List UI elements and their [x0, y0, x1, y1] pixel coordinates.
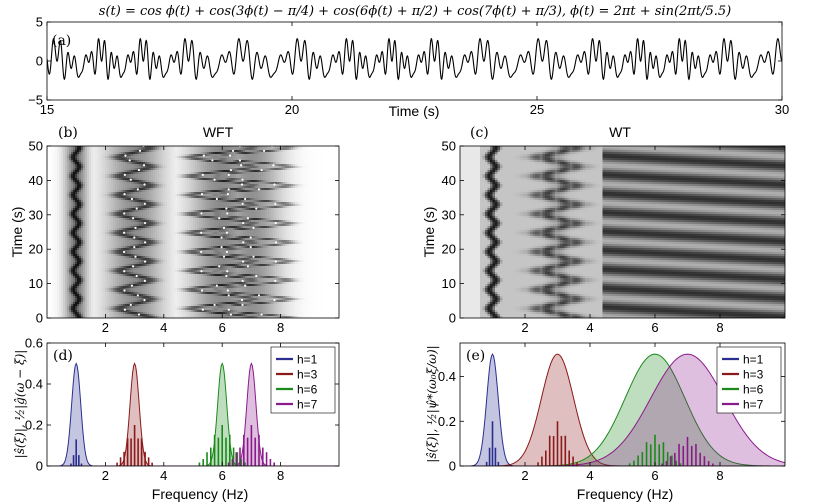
figure: s(t) = cos ϕ(t) + cos(3ϕ(t) − π/4) + cos… — [0, 0, 830, 504]
panel-a-ytick-label: 5 — [36, 15, 43, 30]
panel-a-xtick-label: 20 — [285, 102, 299, 117]
panel-a-ytick-label: −5 — [28, 93, 43, 108]
panel-a-label: (a) — [52, 33, 71, 49]
figure-title: s(t) = cos ϕ(t) + cos(3ϕ(t) − π/4) + cos… — [99, 4, 731, 19]
panel-a-xtick-label: 30 — [775, 102, 789, 117]
panel-a-ytick-label: 0 — [36, 54, 43, 69]
panel-a-frame — [47, 22, 782, 100]
panel-a-xlabel: Time (s) — [389, 103, 440, 119]
panel-a-xtick-label: 25 — [530, 102, 544, 117]
